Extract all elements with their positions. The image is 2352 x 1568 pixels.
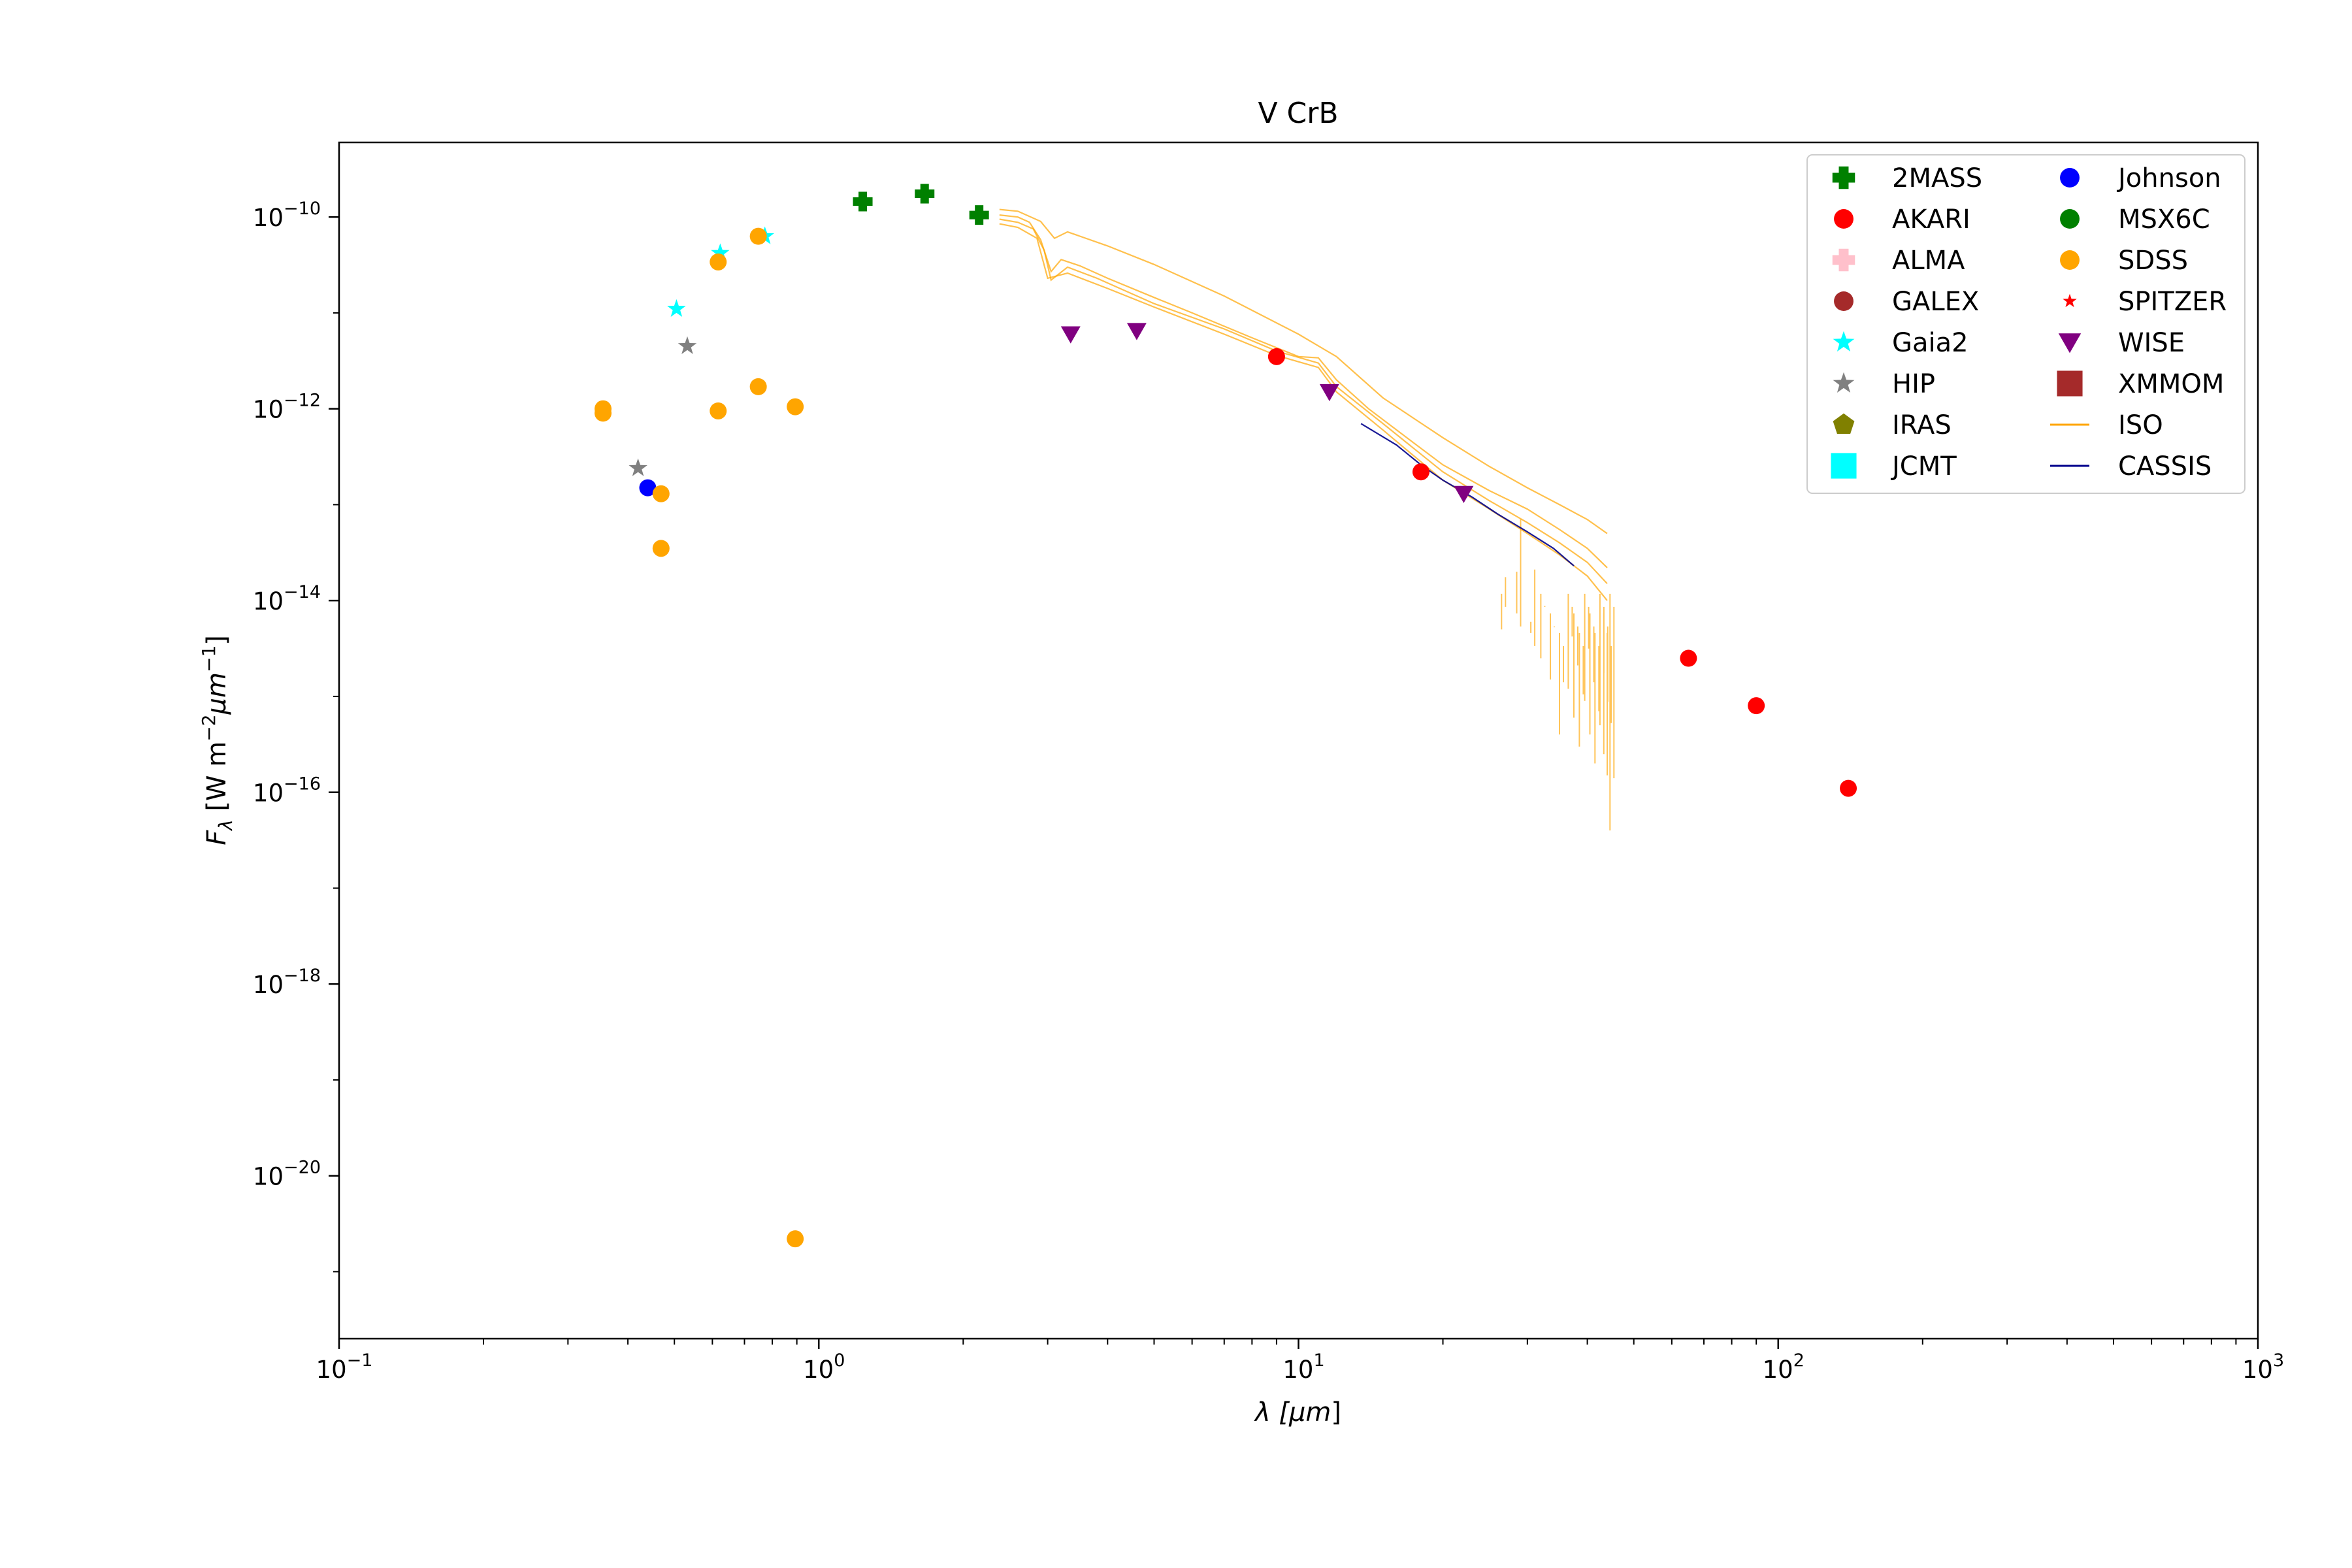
legend-swatch-2mass xyxy=(1832,166,1855,189)
legend-label-galex: GALEX xyxy=(1892,287,1979,317)
y-axis-label: Fλ [W m−2μm−1] xyxy=(198,635,237,845)
point-gaia2-1 xyxy=(667,299,686,317)
legend-swatch-hip xyxy=(1833,372,1855,393)
y-tick-label: 10−16 xyxy=(253,774,321,808)
x-axis: 10−1 100 101 102 103 xyxy=(316,1339,2284,1384)
y-axis: 10−10 10−12 10−14 10−16 10−18 10−20 xyxy=(253,199,339,1273)
legend-label-gaia2: Gaia2 xyxy=(1892,328,1968,358)
legend-label-johnson: Johnson xyxy=(2116,163,2221,193)
point-2mass-3 xyxy=(969,205,989,225)
point-sdss-10 xyxy=(787,1230,804,1248)
point-sdss-4 xyxy=(652,540,670,557)
point-akari-3 xyxy=(1680,649,1697,667)
point-sdss-3 xyxy=(652,485,670,502)
point-akari-2 xyxy=(1412,463,1429,481)
legend-label-xmmom: XMMOM xyxy=(2118,369,2224,399)
y-tick-label: 10−18 xyxy=(253,966,321,999)
y-tick-label: 10−20 xyxy=(253,1158,321,1191)
legend-label-hip: HIP xyxy=(1892,369,1935,399)
point-sdss-9 xyxy=(787,398,804,416)
point-akari-4 xyxy=(1748,697,1765,715)
point-wise-2 xyxy=(1126,323,1147,340)
point-sdss-5 xyxy=(710,253,727,270)
point-akari-5 xyxy=(1840,779,1857,797)
legend-swatch-sdss xyxy=(2060,250,2080,270)
legend-swatch-iras xyxy=(1833,413,1855,434)
point-sdss-8 xyxy=(749,378,767,395)
point-wise-4 xyxy=(1454,485,1474,503)
legend-label-spitzer: SPITZER xyxy=(2118,287,2227,317)
legend-label-akari: AKARI xyxy=(1892,204,1970,235)
x-tick-label: 101 xyxy=(1282,1350,1324,1384)
chart-title: V CrB xyxy=(1258,97,1338,130)
point-gaia2-2 xyxy=(711,243,730,261)
point-hip-1 xyxy=(629,458,647,476)
series-iso-line-4 xyxy=(999,208,1608,534)
legend-label-alma: ALMA xyxy=(1892,246,1965,276)
legend-swatch-alma xyxy=(1832,248,1855,272)
legend-label-cassis: CASSIS xyxy=(2118,451,2212,482)
y-tick-label: 10−14 xyxy=(253,582,321,615)
point-sdss-2 xyxy=(595,404,612,422)
legend-label-iso: ISO xyxy=(2118,410,2163,440)
legend-swatch-akari xyxy=(1834,209,1854,229)
x-axis-label: λ [μm] xyxy=(1254,1397,1341,1428)
y-tick-label: 10−12 xyxy=(253,391,321,424)
legend: 2MASS AKARI ALMA GALEX Gaia2 HIP IRAS JCMT Johns… xyxy=(1806,154,2246,494)
legend-swatch-msx6c xyxy=(2060,209,2080,229)
legend-label-2mass: 2MASS xyxy=(1892,163,1982,193)
point-2mass-2 xyxy=(915,184,935,204)
point-wise-1 xyxy=(1060,326,1081,344)
legend-swatch-galex xyxy=(1834,291,1854,311)
point-akari-1 xyxy=(1267,348,1285,365)
legend-label-iras: IRAS xyxy=(1892,410,1952,440)
legend-swatch-jcmt xyxy=(1831,453,1857,479)
series-iso-line-3 xyxy=(999,223,1608,601)
point-wise-3 xyxy=(1319,384,1339,402)
legend-label-sdss: SDSS xyxy=(2118,246,2188,276)
point-2mass-1 xyxy=(853,191,873,212)
legend-swatch-wise xyxy=(2058,333,2082,353)
points-layer xyxy=(595,184,1857,1248)
legend-label-msx6c: MSX6C xyxy=(2118,204,2210,235)
legend-swatch-spitzer xyxy=(2063,293,2077,308)
x-tick-label: 10−1 xyxy=(316,1350,373,1384)
series-iso-noise xyxy=(1501,519,1615,831)
legend-label-wise: WISE xyxy=(2118,328,2185,358)
point-johnson-1 xyxy=(639,479,657,497)
series-cassis-line-1 xyxy=(1360,423,1575,566)
legend-label-jcmt: JCMT xyxy=(1890,451,1957,482)
y-tick-label: 10−10 xyxy=(253,199,321,232)
legend-swatch-johnson xyxy=(2060,168,2080,188)
point-sdss-6 xyxy=(710,402,727,419)
x-tick-label: 103 xyxy=(2242,1350,2284,1384)
x-tick-label: 102 xyxy=(1763,1350,1805,1384)
point-hip-2 xyxy=(678,336,697,354)
legend-swatch-gaia2 xyxy=(1833,331,1855,351)
legend-swatch-xmmom xyxy=(2057,370,2083,397)
x-tick-label: 100 xyxy=(803,1350,845,1384)
legend-frame xyxy=(1806,154,2246,494)
point-sdss-7 xyxy=(749,227,767,245)
